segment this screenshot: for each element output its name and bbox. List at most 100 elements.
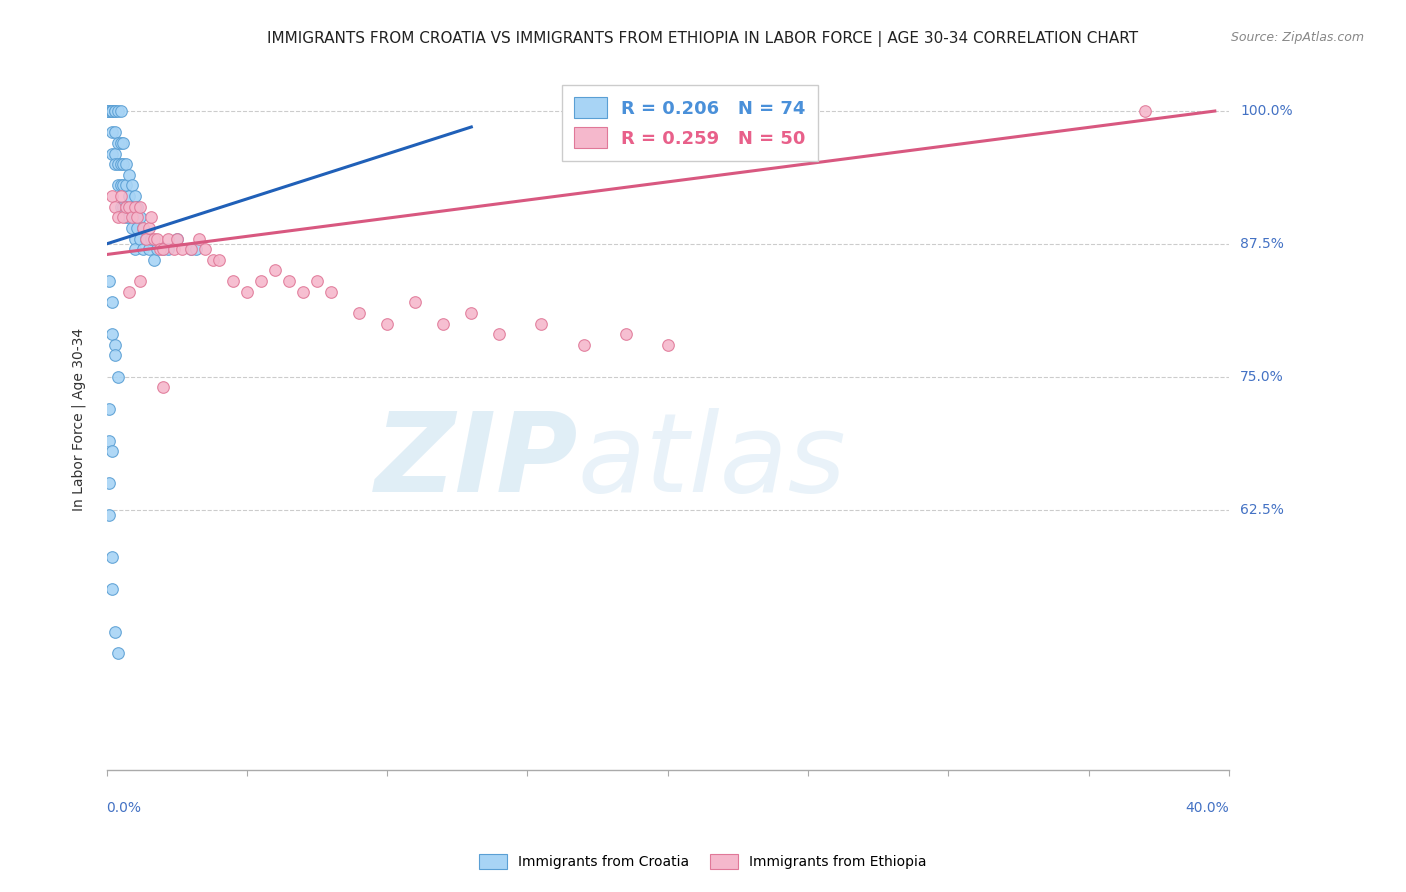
Point — [104, 103, 127, 118]
Point — [291, 285, 314, 299]
Point — [460, 306, 482, 320]
Point — [101, 189, 124, 203]
Point — [98, 508, 121, 522]
Point — [375, 317, 398, 331]
Point — [152, 242, 174, 256]
Point — [98, 103, 121, 118]
Point — [127, 200, 149, 214]
Point — [98, 103, 121, 118]
Point — [657, 338, 679, 352]
Point — [1133, 103, 1156, 118]
Point — [104, 157, 127, 171]
Point — [180, 242, 202, 256]
Point — [129, 200, 152, 214]
Point — [112, 157, 135, 171]
Point — [222, 274, 245, 288]
Legend: Immigrants from Croatia, Immigrants from Ethiopia: Immigrants from Croatia, Immigrants from… — [472, 847, 934, 876]
Point — [208, 252, 231, 267]
Text: 0.0%: 0.0% — [107, 800, 142, 814]
Point — [118, 200, 141, 214]
Point — [121, 200, 143, 214]
Point — [121, 178, 143, 193]
Point — [141, 231, 163, 245]
Point — [115, 200, 138, 214]
Point — [404, 295, 426, 310]
Point — [98, 401, 121, 416]
Point — [107, 211, 129, 225]
Point — [172, 242, 194, 256]
Point — [104, 624, 127, 639]
Text: Source: ZipAtlas.com: Source: ZipAtlas.com — [1230, 31, 1364, 45]
Point — [141, 211, 163, 225]
Point — [347, 306, 370, 320]
Point — [118, 211, 141, 225]
Point — [132, 221, 155, 235]
Point — [104, 200, 127, 214]
Point — [432, 317, 454, 331]
Point — [157, 231, 180, 245]
Point — [124, 231, 146, 245]
Point — [121, 211, 143, 225]
Point — [98, 476, 121, 491]
Point — [124, 242, 146, 256]
Point — [104, 338, 127, 352]
Point — [107, 103, 129, 118]
Point — [101, 327, 124, 342]
Y-axis label: In Labor Force | Age 30-34: In Labor Force | Age 30-34 — [72, 327, 86, 511]
Point — [572, 338, 595, 352]
Point — [124, 200, 146, 214]
Point — [101, 146, 124, 161]
Point — [107, 157, 129, 171]
Point — [115, 211, 138, 225]
Point — [98, 103, 121, 118]
Point — [121, 221, 143, 235]
Point — [115, 178, 138, 193]
Text: atlas: atlas — [578, 408, 846, 515]
Point — [180, 242, 202, 256]
Point — [110, 157, 132, 171]
Point — [104, 125, 127, 139]
Point — [138, 221, 160, 235]
Point — [104, 349, 127, 363]
Point — [115, 200, 138, 214]
Point — [112, 211, 135, 225]
Point — [115, 157, 138, 171]
Point — [146, 231, 169, 245]
Point — [157, 242, 180, 256]
Point — [101, 550, 124, 565]
Point — [101, 444, 124, 458]
Point — [186, 242, 208, 256]
Point — [101, 582, 124, 597]
Point — [127, 211, 149, 225]
Point — [127, 221, 149, 235]
Point — [104, 146, 127, 161]
Point — [614, 327, 637, 342]
Text: IMMIGRANTS FROM CROATIA VS IMMIGRANTS FROM ETHIOPIA IN LABOR FORCE | AGE 30-34 C: IMMIGRANTS FROM CROATIA VS IMMIGRANTS FR… — [267, 31, 1139, 47]
Point — [110, 178, 132, 193]
Text: ZIP: ZIP — [374, 408, 578, 515]
Point — [146, 242, 169, 256]
Point — [250, 274, 273, 288]
Point — [129, 274, 152, 288]
Point — [110, 136, 132, 150]
Point — [129, 211, 152, 225]
Point — [101, 103, 124, 118]
Point — [143, 252, 166, 267]
Point — [107, 136, 129, 150]
Legend: R = 0.206   N = 74, R = 0.259   N = 50: R = 0.206 N = 74, R = 0.259 N = 50 — [562, 85, 818, 161]
Point — [152, 242, 174, 256]
Point — [188, 231, 211, 245]
Point — [143, 231, 166, 245]
Point — [132, 242, 155, 256]
Point — [166, 231, 188, 245]
Point — [112, 136, 135, 150]
Point — [305, 274, 328, 288]
Point — [202, 252, 225, 267]
Point — [152, 380, 174, 394]
Point — [124, 211, 146, 225]
Point — [98, 103, 121, 118]
Point — [112, 178, 135, 193]
Point — [166, 231, 188, 245]
Text: 62.5%: 62.5% — [1240, 502, 1284, 516]
Text: 40.0%: 40.0% — [1185, 800, 1229, 814]
